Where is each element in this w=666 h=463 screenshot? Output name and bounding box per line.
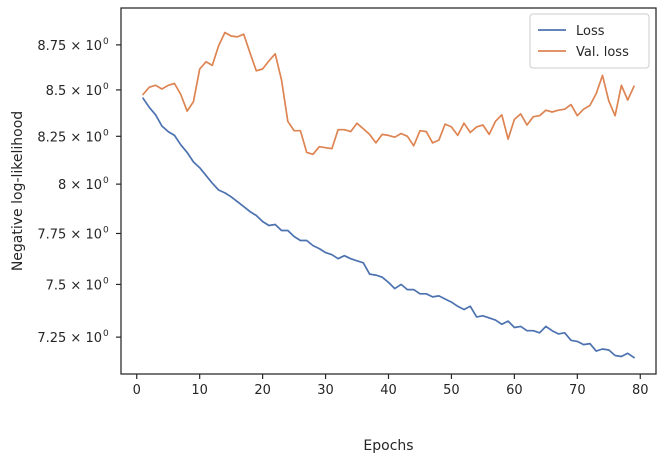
series-lines bbox=[142, 31, 635, 359]
y-axis-ticks: 7.25 × 10 07.5 × 10 07.75 × 10 08 × 10 08.25… bbox=[37, 37, 121, 346]
x-tick-label: 60 bbox=[506, 383, 523, 398]
legend-label: Loss bbox=[576, 24, 605, 39]
y-tick-exponent: 0 bbox=[103, 37, 109, 47]
x-tick-label: 20 bbox=[254, 383, 271, 398]
x-tick-label: 40 bbox=[380, 383, 397, 398]
y-tick-exponent: 0 bbox=[103, 176, 109, 186]
legend-box bbox=[529, 13, 650, 69]
y-tick-label: 7.75 × 10 bbox=[37, 227, 102, 242]
x-tick-label: 0 bbox=[133, 383, 141, 398]
y-tick-exponent: 0 bbox=[103, 128, 109, 138]
series-line-loss bbox=[142, 97, 635, 359]
x-axis-ticks: 0 10 20 30 40 50 60 70 80 bbox=[133, 374, 649, 398]
y-tick-label: 8 × 10 bbox=[58, 178, 102, 193]
y-tick-label: 8.75 × 10 bbox=[37, 39, 102, 54]
y-tick-label: 8.5 × 10 bbox=[46, 84, 102, 99]
y-tick-exponent: 0 bbox=[103, 329, 109, 339]
legend: Loss Val. loss bbox=[529, 13, 650, 69]
series-line-val-loss bbox=[142, 31, 635, 156]
y-tick-label: 8.25 × 10 bbox=[37, 130, 102, 145]
y-tick-label: 7.5 × 10 bbox=[46, 278, 102, 293]
y-tick-exponent: 0 bbox=[103, 82, 109, 92]
y-tick-label: 7.25 × 10 bbox=[37, 331, 102, 346]
y-tick-exponent: 0 bbox=[103, 276, 109, 286]
x-tick-label: 30 bbox=[317, 383, 334, 398]
x-tick-label: 80 bbox=[632, 383, 649, 398]
y-tick-exponent: 0 bbox=[103, 225, 109, 235]
x-tick-label: 10 bbox=[191, 383, 208, 398]
x-tick-label: 70 bbox=[569, 383, 586, 398]
x-axis-label: Epochs bbox=[363, 438, 413, 454]
legend-label: Val. loss bbox=[576, 45, 629, 60]
plot-frame bbox=[120, 7, 657, 375]
x-tick-label: 50 bbox=[443, 383, 460, 398]
plot-background bbox=[121, 8, 656, 374]
y-axis-label: Negative log-likelihood bbox=[10, 111, 26, 271]
